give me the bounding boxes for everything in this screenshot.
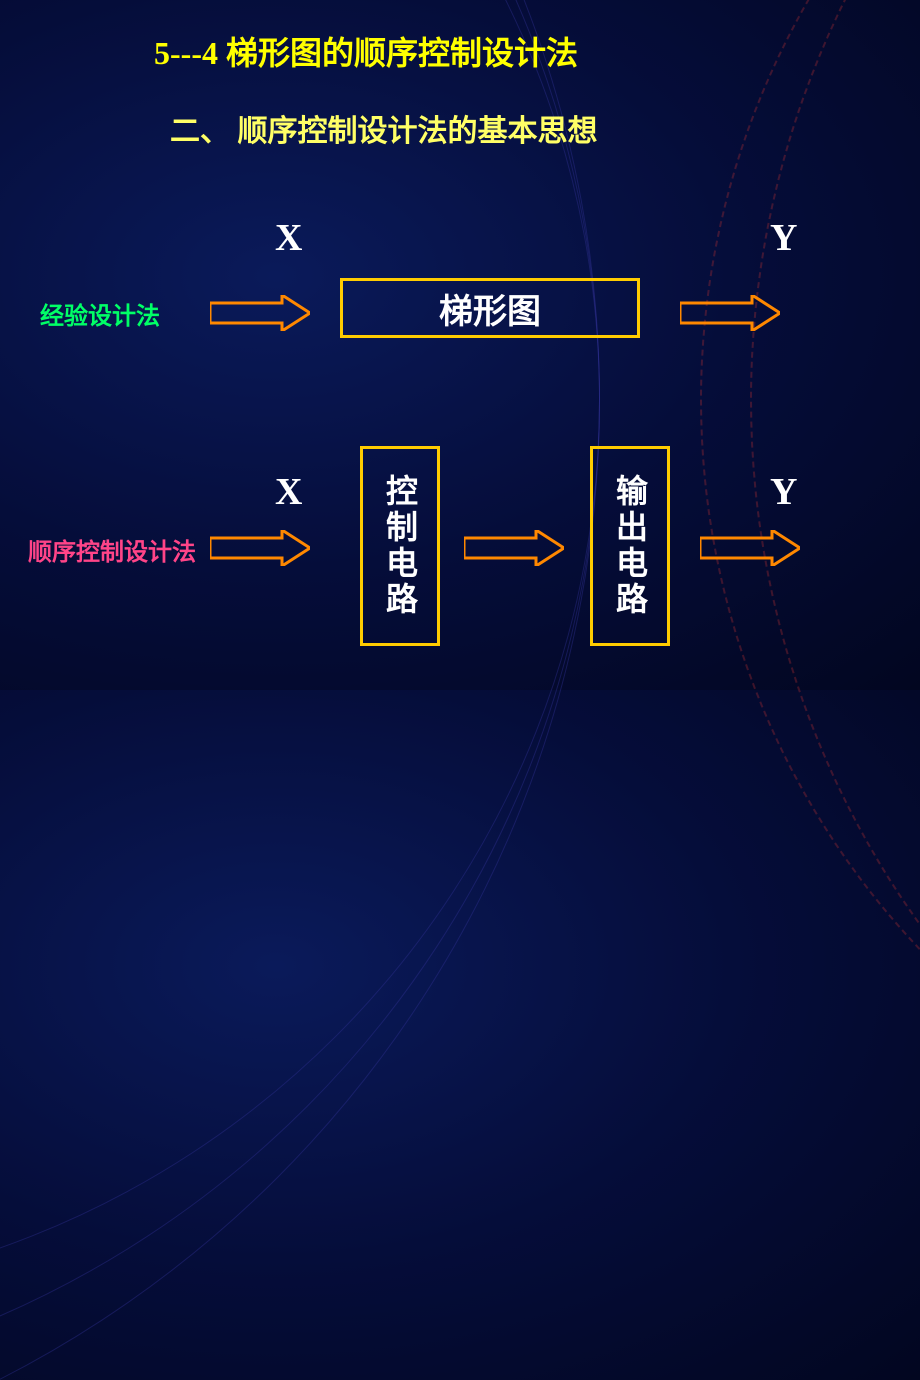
- row1-y-label: Y: [770, 216, 797, 260]
- row1-x-label: X: [275, 216, 302, 260]
- slide-subtitle: 二、 顺序控制设计法的基本思想: [170, 106, 598, 150]
- bg-arc: [0, 0, 600, 1380]
- row2-box-2: 输出电路: [590, 446, 670, 646]
- row2-box-1: 控制电路: [360, 446, 440, 646]
- row1-label: 经验设计法: [40, 296, 160, 331]
- bg-arc: [0, 0, 600, 1300]
- row2-arrow-mid: [464, 530, 564, 566]
- row1-arrow-out: [680, 295, 780, 331]
- slide-title: 5---4 梯形图的顺序控制设计法: [154, 28, 578, 74]
- row1-arrow-in: [210, 295, 310, 331]
- row2-x-label: X: [275, 470, 302, 514]
- bg-arc: [0, 0, 600, 1380]
- row2-arrow-out: [700, 530, 800, 566]
- row2-label: 顺序控制设计法: [28, 532, 196, 567]
- bg-arc-red: [700, 0, 920, 1200]
- row1-box: 梯形图: [340, 278, 640, 338]
- bg-arc-red: [750, 0, 920, 1300]
- row2-arrow-in: [210, 530, 310, 566]
- row2-y-label: Y: [770, 470, 797, 514]
